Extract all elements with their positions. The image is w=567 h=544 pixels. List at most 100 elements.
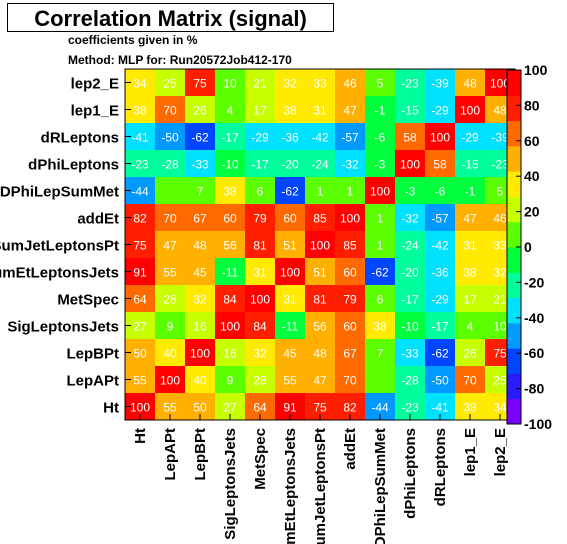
- heatmap-cell: [185, 123, 215, 150]
- heatmap-cell: [155, 339, 185, 366]
- cell-value-label: -20: [401, 266, 419, 280]
- heatmap-cell: [155, 96, 185, 123]
- cell-value-label: -39: [491, 131, 509, 145]
- heatmap-cell: [455, 312, 485, 339]
- cell-value-label: 55: [133, 374, 147, 388]
- heatmap-cell: [185, 231, 215, 258]
- heatmap-cell: [305, 177, 335, 204]
- heatmap-cell: [155, 150, 185, 177]
- heatmap-cell: [365, 150, 395, 177]
- heatmap-cell: [395, 69, 425, 96]
- heatmap-cell: [395, 177, 425, 204]
- cell-value-label: 60: [343, 320, 357, 334]
- colorbar-tick-label: -40: [524, 310, 544, 326]
- cell-value-label: 9: [227, 374, 234, 388]
- y-axis-label: Ht: [103, 400, 119, 417]
- heatmap-cell: [335, 69, 365, 96]
- heatmap-cell: [335, 312, 365, 339]
- colorbar-tick-label: -60: [524, 345, 544, 361]
- cell-value-label: 64: [133, 293, 147, 307]
- cell-value-label: 10: [223, 77, 237, 91]
- heatmap-cell: [215, 231, 245, 258]
- heatmap-cell: [305, 312, 335, 339]
- heatmap-cell: [455, 204, 485, 231]
- cell-value-label: 32: [253, 347, 267, 361]
- heatmap-cell: [425, 231, 455, 258]
- cell-value-label: 70: [163, 212, 177, 226]
- cell-value-label: 21: [493, 293, 507, 307]
- cell-value-label: 33: [313, 77, 327, 91]
- cell-value-label: 38: [283, 104, 297, 118]
- cell-value-label: 82: [343, 401, 357, 415]
- cell-value-label: 100: [430, 131, 450, 145]
- heatmap-cell: [275, 123, 305, 150]
- heatmap-cell: [155, 312, 185, 339]
- cell-value-label: 82: [133, 212, 147, 226]
- heatmap-cell: [275, 339, 305, 366]
- cell-value-label: -62: [431, 347, 449, 361]
- heatmap-cell: [305, 69, 335, 96]
- heatmap-cell: [335, 204, 365, 231]
- heatmap-cell: [245, 339, 275, 366]
- cell-value-label: -1: [465, 185, 476, 199]
- cell-value-label: 25: [163, 77, 177, 91]
- cell-value-label: 38: [463, 401, 477, 415]
- cell-value-label: 48: [493, 104, 507, 118]
- cell-value-label: -36: [431, 266, 449, 280]
- heatmap-cell: [245, 366, 275, 393]
- cell-value-label: 27: [223, 401, 237, 415]
- cell-value-label: -41: [431, 401, 449, 415]
- colorbar-segment: [507, 196, 521, 223]
- cell-value-label: 40: [163, 347, 177, 361]
- heatmap-cell: [215, 150, 245, 177]
- heatmap-cell: [215, 123, 245, 150]
- heatmap-cell: [185, 312, 215, 339]
- heatmap-cell: [155, 177, 185, 204]
- heatmap-cell: [245, 123, 275, 150]
- y-axis-label: dRLeptons: [41, 130, 119, 147]
- cell-value-label: 100: [460, 104, 480, 118]
- heatmap-cell: [245, 150, 275, 177]
- cell-value-label: 100: [280, 266, 300, 280]
- heatmap-cell: [215, 339, 245, 366]
- cell-value-label: 81: [313, 293, 327, 307]
- cell-value-label: 100: [370, 185, 390, 199]
- colorbar-tick-label: 80: [524, 97, 540, 113]
- colorbar-segment: [507, 398, 521, 425]
- cell-value-label: -24: [401, 239, 419, 253]
- cell-value-label: 75: [193, 77, 207, 91]
- heatmap-cell: [305, 150, 335, 177]
- heatmap-cell: [155, 285, 185, 312]
- heatmap-cell: [275, 96, 305, 123]
- cell-value-label: -6: [375, 131, 386, 145]
- heatmap-cell: [455, 231, 485, 258]
- cell-value-label: -11: [282, 320, 299, 334]
- cell-value-label: 1: [377, 212, 384, 226]
- cell-value-label: -62: [191, 131, 209, 145]
- x-axis-label: dPhiLeptons: [402, 428, 419, 519]
- x-axis-label: lep2_E: [492, 428, 509, 476]
- cell-value-label: 91: [133, 266, 147, 280]
- cell-value-label: 7: [197, 185, 204, 199]
- chart-subtitle: coefficients given in %: [68, 33, 198, 47]
- heatmap-cell: [395, 231, 425, 258]
- heatmap-cell: [305, 339, 335, 366]
- heatmap-cell: [275, 231, 305, 258]
- colorbar-tick-label: 60: [524, 133, 540, 149]
- cell-value-label: 55: [163, 401, 177, 415]
- cell-value-label: 100: [190, 347, 210, 361]
- heatmap-cell: [335, 231, 365, 258]
- cell-value-label: 47: [463, 212, 477, 226]
- cell-value-label: 75: [313, 401, 327, 415]
- heatmap-cell: [185, 204, 215, 231]
- cell-value-label: 47: [163, 239, 177, 253]
- heatmap-cell: [365, 258, 395, 285]
- heatmap-cell: [395, 204, 425, 231]
- cell-value-label: -17: [431, 320, 449, 334]
- heatmap-cell: [395, 339, 425, 366]
- cell-value-label: -23: [401, 401, 419, 415]
- x-axis-label: Ht: [132, 428, 149, 444]
- x-axis-label: SumEtLeptonsJets: [282, 428, 299, 544]
- heatmap-cell: [425, 312, 455, 339]
- colorbar-segment: [507, 120, 521, 147]
